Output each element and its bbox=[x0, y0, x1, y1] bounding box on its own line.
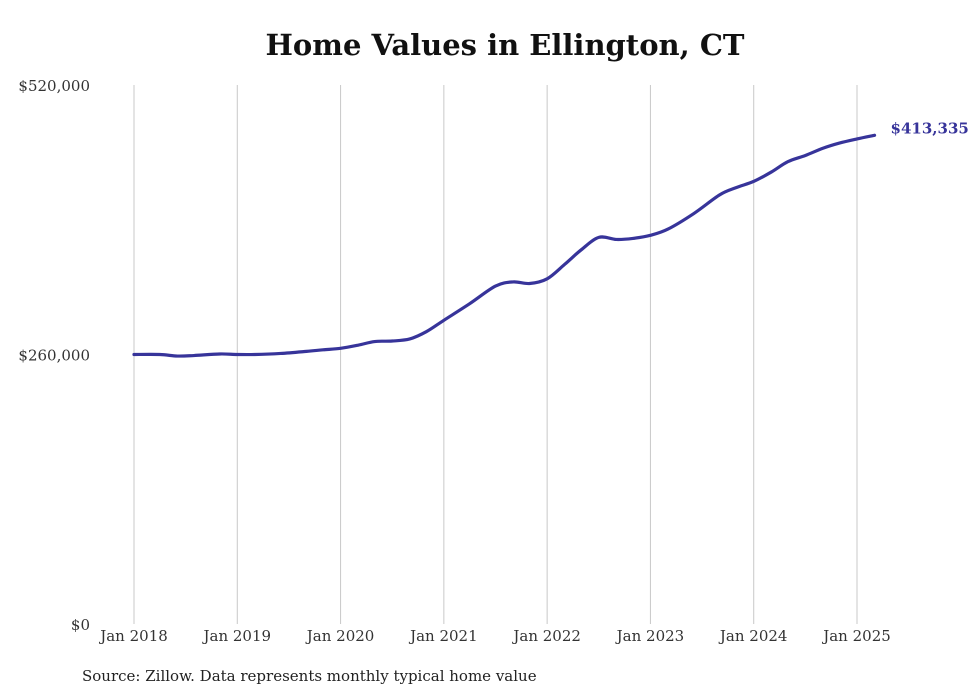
x-tick-label: Jan 2025 bbox=[821, 627, 891, 645]
x-tick-label: Jan 2022 bbox=[511, 627, 581, 645]
latest-value-label: $413,335 bbox=[891, 119, 969, 137]
x-tick-label: Jan 2018 bbox=[98, 627, 168, 645]
x-tick-label: Jan 2020 bbox=[305, 627, 375, 645]
y-tick-label: $520,000 bbox=[18, 77, 90, 95]
x-tick-label: Jan 2023 bbox=[615, 627, 685, 645]
x-axis-ticks: Jan 2018 Jan 2019 Jan 2020 Jan 2021 Jan 2022… bbox=[98, 627, 891, 645]
x-tick-label: Jan 2024 bbox=[718, 627, 788, 645]
y-axis-ticks: $0 $260,000 $520,000 bbox=[18, 77, 90, 634]
x-tick-label: Jan 2021 bbox=[408, 627, 478, 645]
chart-title: Home Values in Ellington, CT bbox=[265, 28, 745, 62]
home-value-line bbox=[132, 133, 877, 358]
source-note: Source: Zillow. Data represents monthly … bbox=[82, 667, 537, 685]
y-tick-label: $0 bbox=[71, 616, 90, 634]
y-tick-label: $260,000 bbox=[18, 347, 90, 365]
x-tick-label: Jan 2019 bbox=[202, 627, 272, 645]
